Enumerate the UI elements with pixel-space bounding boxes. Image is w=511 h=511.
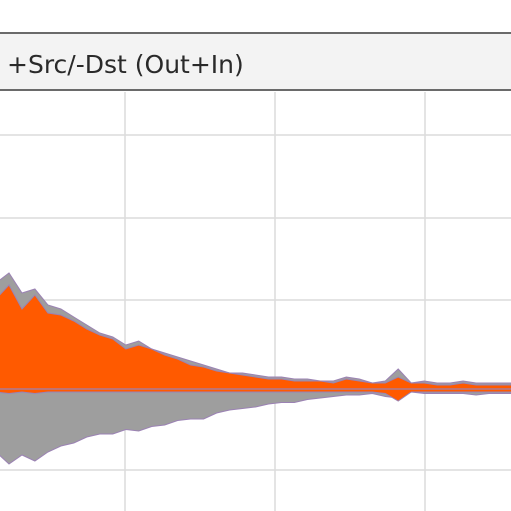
- panel-header: [0, 32, 511, 91]
- plot-area: [0, 272, 511, 465]
- grid: [0, 92, 511, 511]
- chart-title: +Src/-Dst (Out+In): [7, 50, 244, 79]
- total-traffic-area: [0, 272, 511, 465]
- filtered-traffic-area: [0, 284, 511, 402]
